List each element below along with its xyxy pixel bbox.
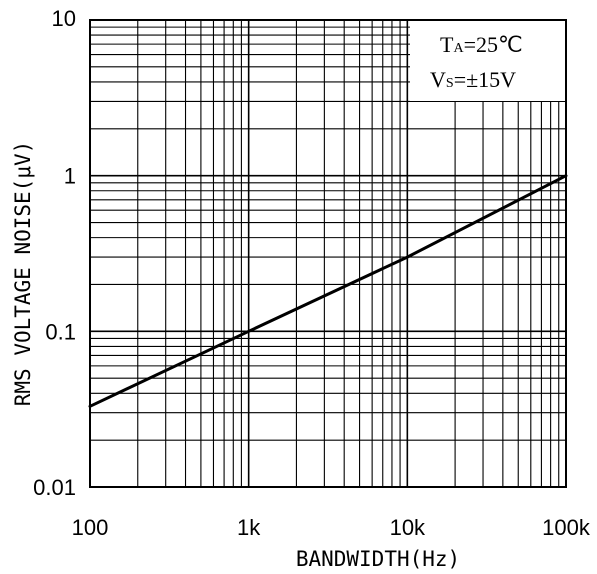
annotation-supply: VS=±15V bbox=[430, 67, 516, 92]
series-layer bbox=[88, 174, 568, 408]
x-tick-label: 100 bbox=[72, 515, 109, 540]
y-tick-label: 1 bbox=[64, 164, 76, 189]
y-tick-label: 0.01 bbox=[33, 475, 76, 500]
grid-lines bbox=[89, 20, 566, 488]
x-tick-label: 10k bbox=[390, 515, 426, 540]
annotation-temperature-value: =25℃ bbox=[464, 32, 523, 57]
x-tick-labels: 100 1k 10k 100k bbox=[72, 515, 591, 540]
y-tick-label: 10 bbox=[52, 6, 76, 31]
x-tick-label: 1k bbox=[237, 515, 261, 540]
plot-frame bbox=[89, 19, 567, 488]
condition-annotation: TA=25℃ VS=±15V bbox=[410, 21, 565, 101]
annotation-supply-subscript: S bbox=[446, 76, 454, 91]
y-tick-labels: 0.01 0.1 1 10 bbox=[33, 6, 76, 500]
y-tick-label: 0.1 bbox=[45, 319, 76, 344]
annotation-temperature-subscript: A bbox=[453, 41, 464, 56]
annotation-temperature: TA=25℃ bbox=[440, 32, 523, 57]
annotation-supply-symbol: V bbox=[430, 67, 446, 92]
y-axis-title: RMS VOLTAGE NOISE(μV) bbox=[11, 141, 35, 407]
annotation-supply-value: =±15V bbox=[454, 67, 516, 92]
annotation-box bbox=[410, 21, 565, 101]
x-tick-label: 100k bbox=[542, 515, 591, 540]
noise-series-line bbox=[88, 174, 568, 408]
x-axis-title: BANDWIDTH(Hz) bbox=[296, 547, 460, 571]
annotation-temperature-symbol: T bbox=[440, 32, 454, 57]
